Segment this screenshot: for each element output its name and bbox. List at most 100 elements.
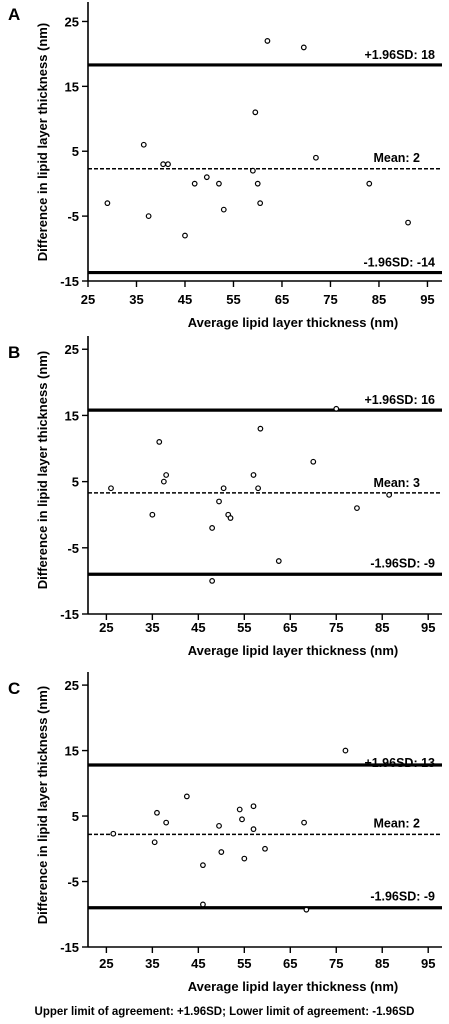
x-tick-label: 95 xyxy=(420,292,434,307)
x-axis-label: Average lipid layer thickness (nm) xyxy=(188,643,398,658)
data-point xyxy=(209,578,216,584)
y-tick-label: 15 xyxy=(65,744,79,759)
x-tick-label: 25 xyxy=(99,620,113,635)
y-tick-label: -15 xyxy=(60,274,79,289)
x-tick-label: 75 xyxy=(329,620,343,635)
y-tick-label: -15 xyxy=(60,940,79,955)
lower-line-label: -1.96SD: -9 xyxy=(370,890,435,904)
data-point xyxy=(220,206,227,213)
x-tick-label: 35 xyxy=(145,956,159,971)
data-point xyxy=(333,405,340,412)
data-point xyxy=(249,167,256,174)
data-point xyxy=(218,849,225,855)
x-tick-label: 35 xyxy=(129,292,143,307)
y-tick-label: -5 xyxy=(67,209,79,224)
y-tick-label: -15 xyxy=(60,607,79,622)
x-tick-label: 65 xyxy=(283,956,297,971)
data-point xyxy=(275,558,282,564)
y-tick-label: 25 xyxy=(65,342,79,357)
panel-b: B -15 -5 5 15 25 25 35 45 55 65 75 85 95 Average lipid… xyxy=(8,336,442,658)
data-point xyxy=(236,806,243,813)
data-point xyxy=(216,180,222,187)
y-tick-label: 5 xyxy=(72,475,79,490)
x-tick-label: 45 xyxy=(191,620,205,635)
mean-line-label: Mean: 3 xyxy=(373,476,420,490)
data-point xyxy=(183,793,190,800)
x-tick-label: 65 xyxy=(283,620,297,635)
x-tick-label: 85 xyxy=(375,620,389,635)
x-tick-label: 75 xyxy=(329,956,343,971)
data-point xyxy=(182,232,188,239)
data-point xyxy=(108,485,114,492)
data-point xyxy=(227,515,234,521)
x-tick-label: 25 xyxy=(99,956,113,971)
x-tick-label: 45 xyxy=(191,956,205,971)
x-tick-label: 95 xyxy=(421,620,435,635)
data-point xyxy=(301,819,307,826)
y-axis-label: Difference in lipid layer thickness (nm) xyxy=(35,23,50,261)
data-point xyxy=(257,425,264,432)
panel-letter: B xyxy=(8,343,20,362)
figure-footer: Upper limit of agreement: +1.96SD; Lower… xyxy=(34,1006,415,1018)
panel-a: A -15 -5 5 15 25 25 35 45 55 65 75 85 95 Average lipid… xyxy=(8,2,442,330)
x-tick-label: 25 xyxy=(81,292,95,307)
lower-line-label: -1.96SD: -9 xyxy=(370,556,435,570)
y-tick-label: 15 xyxy=(65,79,79,94)
data-point xyxy=(209,525,216,531)
y-tick-label: 5 xyxy=(72,809,79,824)
data-point xyxy=(386,491,393,498)
x-tick-label: 35 xyxy=(145,620,159,635)
data-point xyxy=(200,862,206,869)
data-point xyxy=(160,161,167,168)
x-tick-label: 65 xyxy=(275,292,289,307)
y-tick-label: 25 xyxy=(65,678,79,693)
data-point xyxy=(216,498,222,505)
x-tick-label: 85 xyxy=(372,292,386,307)
panel-letter: C xyxy=(8,679,20,698)
x-tick-label: 45 xyxy=(178,292,192,307)
data-point xyxy=(255,485,262,492)
data-point xyxy=(262,845,268,852)
data-point xyxy=(151,839,158,846)
x-tick-label: 85 xyxy=(375,956,389,971)
upper-line-label: +1.96SD: 13 xyxy=(364,756,435,770)
data-point xyxy=(257,200,264,207)
panel-c: C -15 -5 5 15 25 25 35 45 55 65 75 85 95 Average lipid… xyxy=(8,672,442,994)
data-point xyxy=(160,478,167,485)
y-tick-label: -5 xyxy=(67,875,79,890)
data-point xyxy=(354,505,360,511)
data-point xyxy=(405,219,411,226)
data-point xyxy=(250,803,257,810)
data-point xyxy=(313,154,319,161)
x-tick-label: 55 xyxy=(226,292,240,307)
y-axis-label: Difference in lipid layer thickness (nm) xyxy=(35,351,50,589)
data-point xyxy=(145,213,152,220)
x-tick-label: 95 xyxy=(421,956,435,971)
x-tick-label: 55 xyxy=(237,956,251,971)
data-point xyxy=(216,822,222,829)
data-point xyxy=(300,44,307,51)
data-point xyxy=(250,826,257,833)
upper-line-label: +1.96SD: 16 xyxy=(364,393,435,407)
data-point xyxy=(154,809,160,816)
data-point xyxy=(264,38,271,44)
data-point xyxy=(252,109,259,116)
data-point xyxy=(140,141,147,148)
data-point xyxy=(110,830,117,837)
data-point xyxy=(254,180,261,187)
panel-letter: A xyxy=(8,5,20,24)
y-tick-label: 15 xyxy=(65,408,79,423)
data-point xyxy=(366,180,373,187)
data-point xyxy=(250,472,257,478)
data-point xyxy=(191,180,198,187)
mean-line-label: Mean: 2 xyxy=(373,816,420,830)
data-point xyxy=(239,816,245,823)
data-point xyxy=(104,200,111,207)
data-point xyxy=(241,855,248,862)
data-point xyxy=(220,485,227,492)
y-axis-label: Difference in lipid layer thickness (nm) xyxy=(35,686,50,924)
data-point xyxy=(149,511,156,518)
data-point xyxy=(203,174,210,181)
data-point xyxy=(163,819,170,826)
